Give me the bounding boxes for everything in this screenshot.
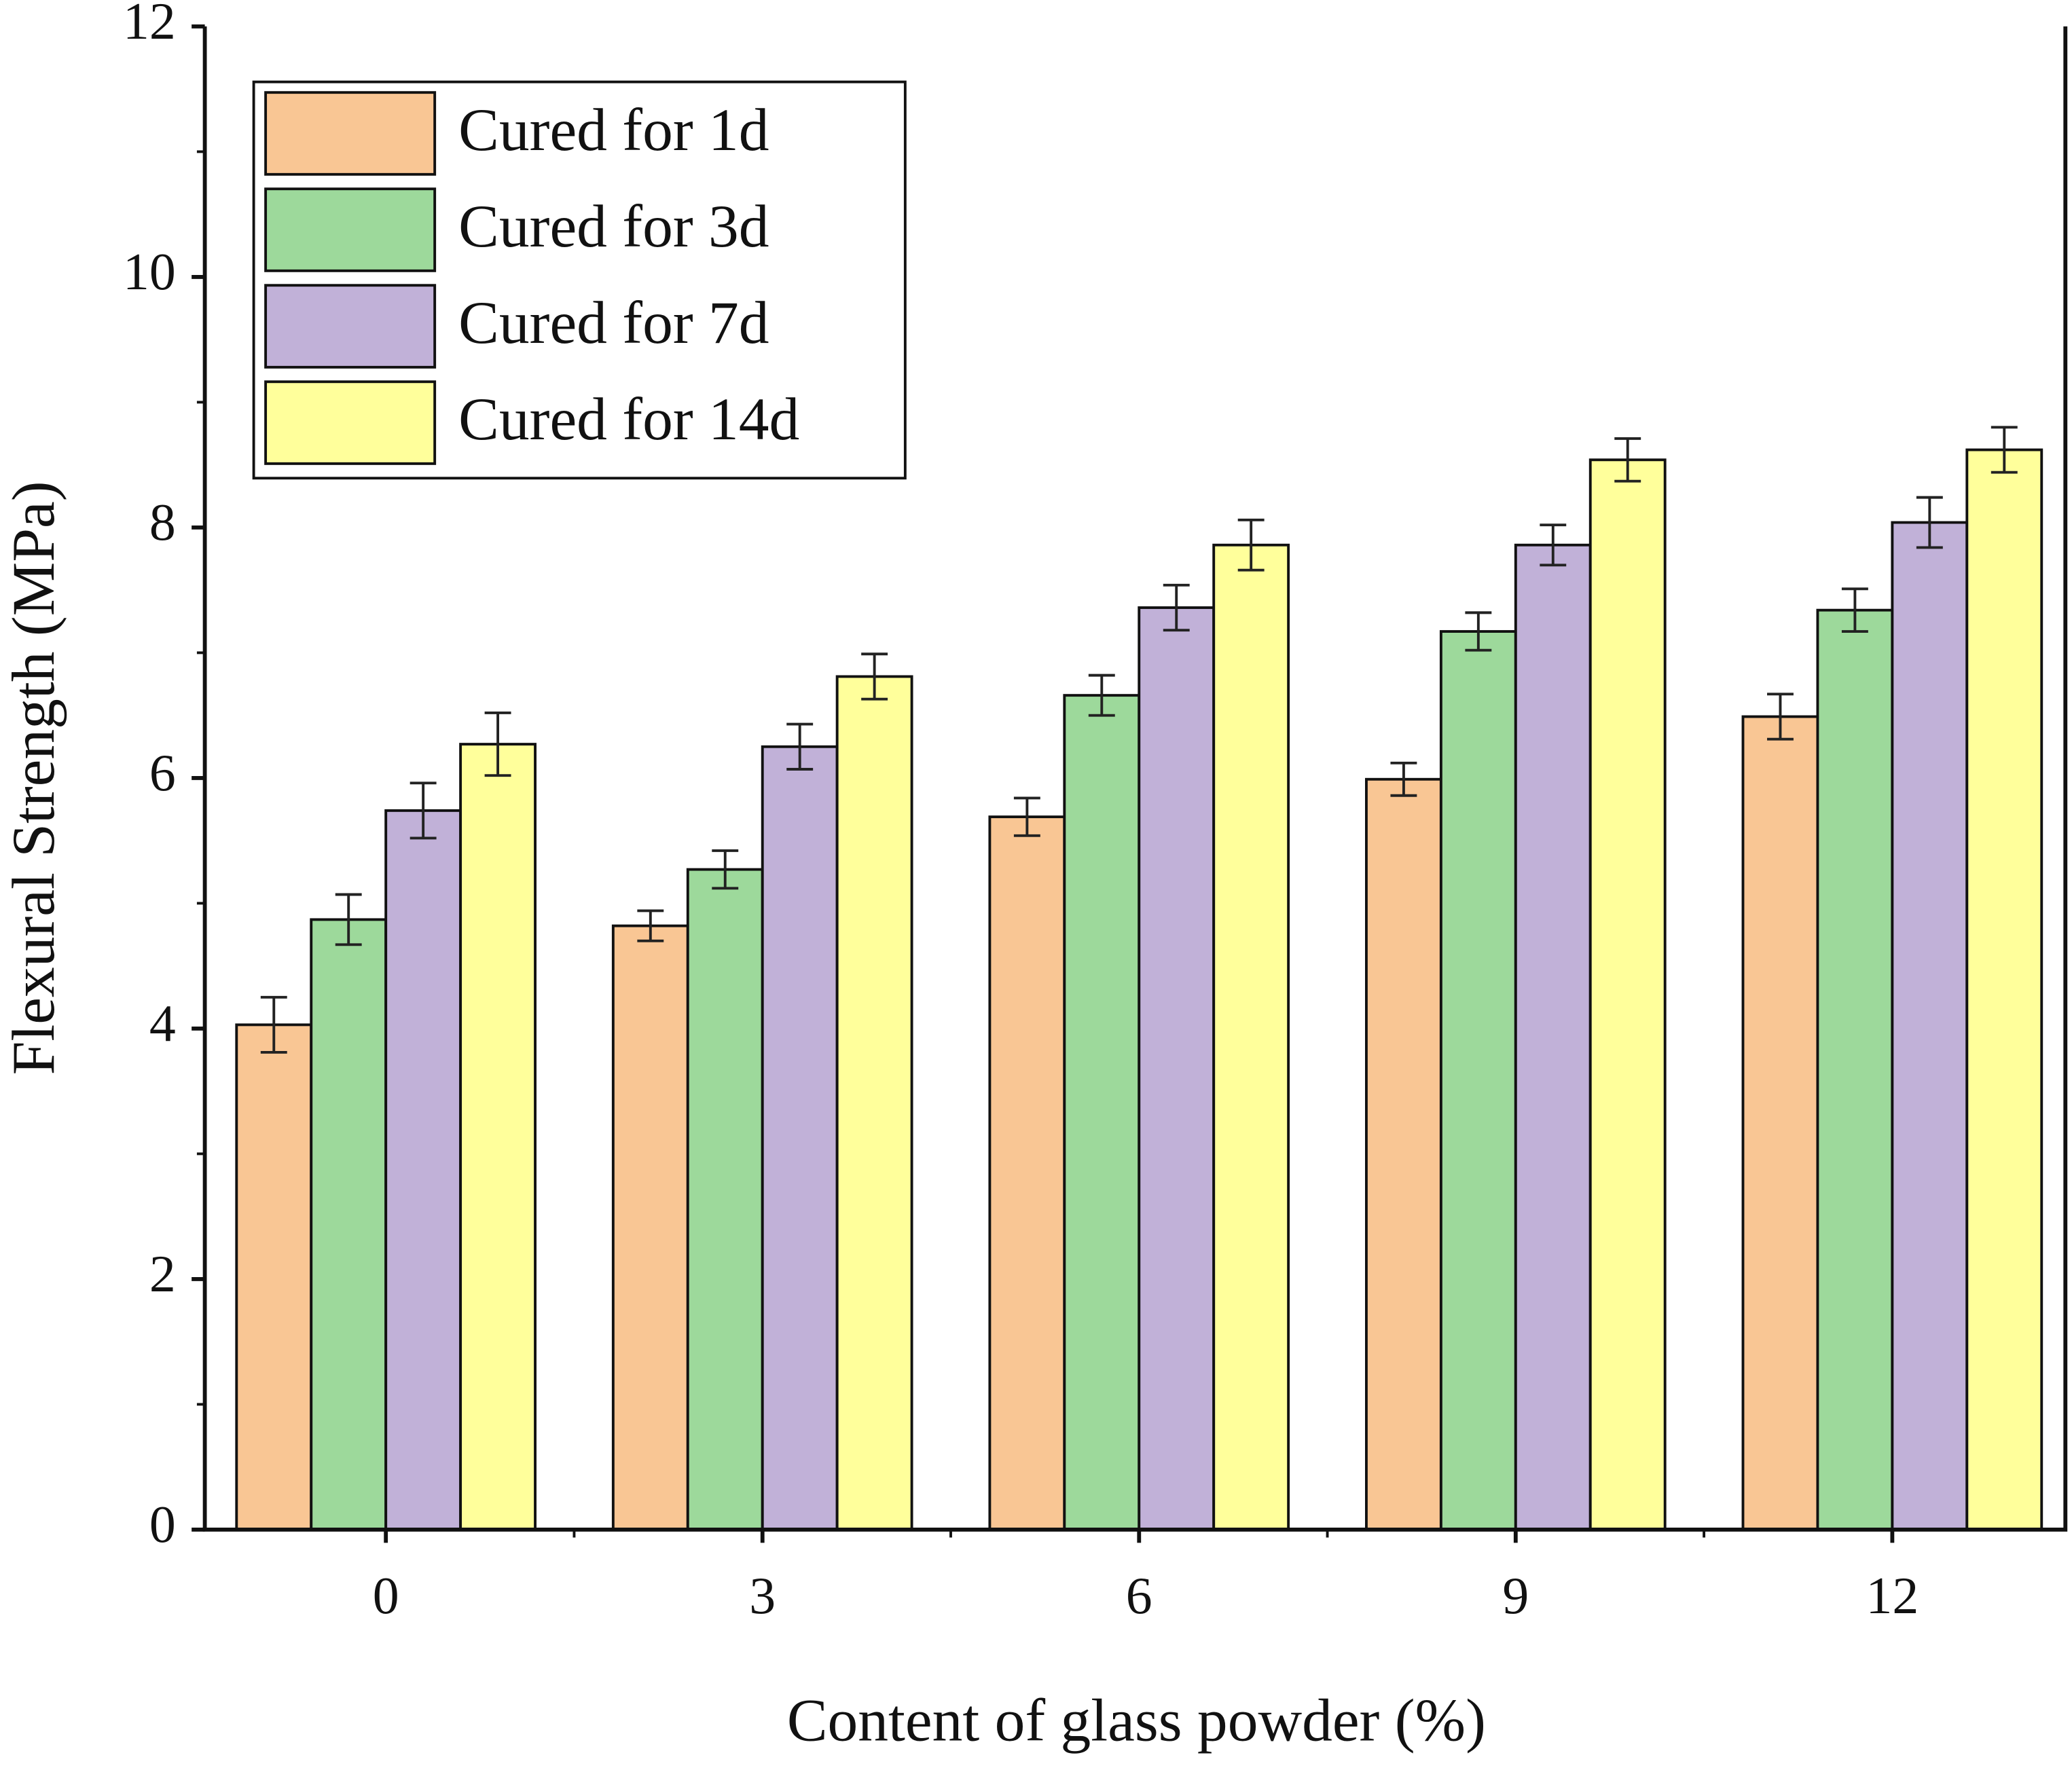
error-bar	[1991, 426, 2018, 474]
y-tick-label: 8	[149, 493, 176, 551]
y-tick-label: 4	[149, 994, 176, 1052]
legend-label: Cured for 14d	[458, 386, 799, 453]
legend-swatch	[264, 284, 437, 369]
bar	[1816, 608, 1894, 1531]
bar	[686, 868, 764, 1531]
error-bar	[1841, 587, 1868, 633]
bar	[1365, 777, 1442, 1531]
y-tick-label: 6	[149, 743, 176, 802]
y-tick-label: 10	[123, 242, 176, 301]
y-axis-label: Flexural Strength (MPa)	[0, 481, 67, 1075]
bar	[384, 809, 462, 1531]
error-bar	[712, 849, 739, 890]
bar	[1741, 715, 1819, 1531]
y-tick-label: 0	[149, 1495, 176, 1553]
error-bar	[786, 722, 814, 771]
bar	[611, 924, 689, 1531]
x-axis-label: Content of glass powder (%)	[787, 1686, 1486, 1754]
bar	[988, 815, 1066, 1531]
error-bar	[1237, 518, 1265, 572]
error-bar	[1540, 523, 1567, 567]
bar	[1588, 458, 1667, 1531]
y-tick-label: 2	[149, 1244, 176, 1303]
legend-label: Cured for 1d	[458, 96, 769, 164]
bar	[1212, 543, 1290, 1531]
y-tick-label: 12	[123, 0, 176, 50]
error-bar	[1163, 583, 1190, 632]
error-bar	[861, 652, 888, 701]
bar	[1439, 630, 1517, 1531]
bar	[1965, 448, 2043, 1531]
error-bar	[260, 995, 287, 1054]
x-tick-label: 9	[1502, 1566, 1529, 1625]
error-bar	[1088, 674, 1115, 717]
error-bar	[484, 712, 511, 777]
bar	[459, 743, 537, 1531]
error-bar	[1916, 496, 1943, 549]
x-tick-label: 6	[1126, 1566, 1152, 1625]
bar	[1063, 694, 1141, 1531]
error-bar	[1013, 796, 1040, 837]
legend-swatch	[264, 91, 437, 176]
bar	[1138, 606, 1216, 1531]
legend-swatch	[264, 187, 437, 272]
bar	[1891, 521, 1969, 1531]
x-tick-label: 12	[1866, 1566, 1919, 1625]
error-bar	[637, 909, 664, 942]
bar	[1514, 543, 1592, 1531]
error-bar	[1390, 761, 1417, 797]
error-bar	[1465, 611, 1492, 652]
x-tick-label: 3	[749, 1566, 776, 1625]
bar	[761, 745, 839, 1531]
legend-swatch	[264, 380, 437, 465]
legend-label: Cured for 7d	[458, 289, 769, 356]
x-tick-label: 0	[373, 1566, 399, 1625]
error-bar	[1767, 693, 1794, 741]
error-bar	[1614, 437, 1641, 483]
bar	[835, 675, 913, 1531]
error-bar	[410, 781, 437, 840]
bar	[235, 1023, 313, 1531]
legend-label: Cured for 3d	[458, 193, 769, 260]
error-bar	[335, 893, 362, 946]
bar	[310, 918, 388, 1531]
